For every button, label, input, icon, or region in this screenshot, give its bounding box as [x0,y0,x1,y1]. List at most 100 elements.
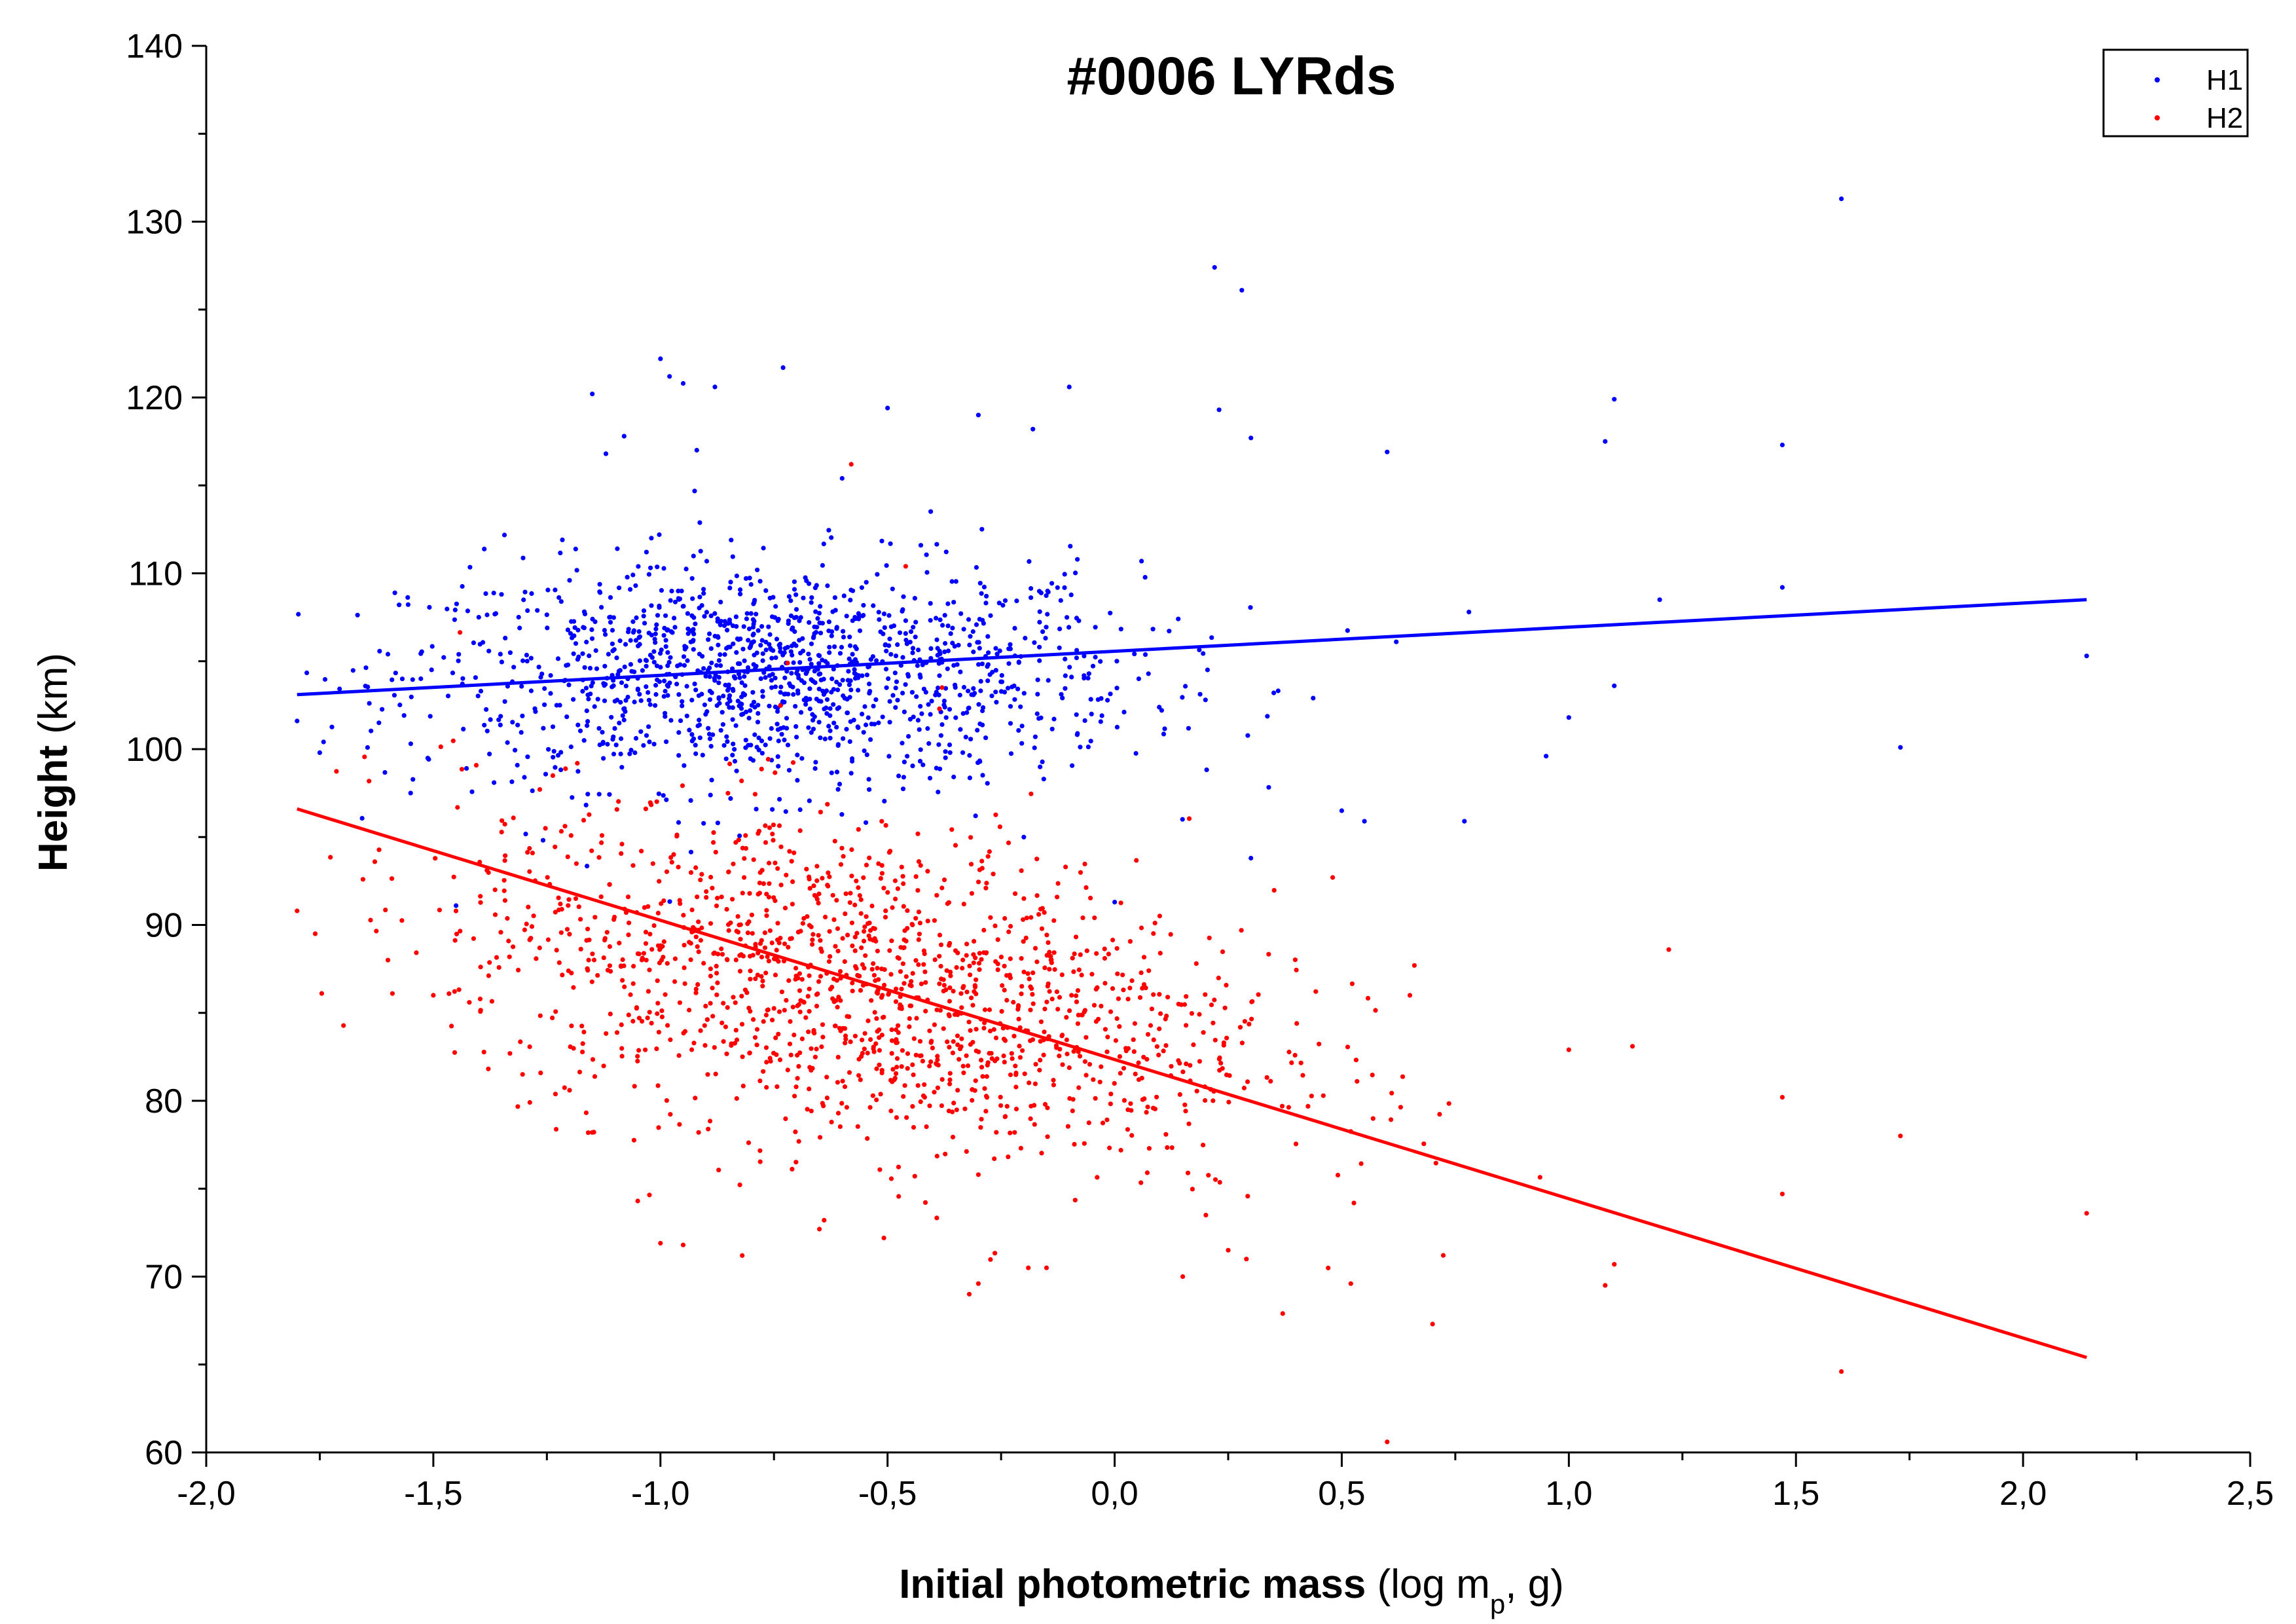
data-point [646,904,651,909]
data-point [519,684,524,689]
data-point [478,1008,483,1013]
data-point [771,895,776,900]
data-point [1157,1026,1162,1031]
data-point [587,812,592,817]
data-point [887,948,892,953]
data-point [826,528,831,533]
data-point [654,663,660,669]
data-point [1018,704,1023,709]
data-point [737,833,742,838]
data-point [645,1015,650,1020]
data-point [523,832,528,837]
data-point [831,917,837,922]
data-point [663,688,668,694]
data-point [764,1084,769,1090]
data-point [896,1164,902,1170]
data-point [1046,981,1051,986]
data-point [764,1060,769,1065]
data-point [718,663,723,669]
data-point [647,1192,652,1198]
data-point [953,948,958,953]
data-point [592,1074,598,1079]
data-point [702,1023,707,1028]
data-point [999,1008,1004,1014]
data-point [567,578,572,583]
data-point [861,602,866,608]
data-point [1013,1070,1019,1076]
data-point [621,717,627,723]
data-point [1048,957,1053,963]
data-point [936,742,941,747]
data-point [1008,1130,1013,1135]
data-point [578,917,583,922]
data-point [718,728,723,733]
data-point [724,907,729,912]
data-point [976,662,981,667]
data-point [1218,1061,1224,1066]
data-point [1239,928,1244,933]
data-point [1298,1060,1303,1065]
x-axis-title-sub: p [1490,1589,1505,1619]
data-point [380,707,385,712]
data-point [1095,1175,1100,1180]
data-point [754,807,759,812]
data-point [873,1041,879,1046]
data-point [1000,983,1005,988]
data-point [823,914,828,919]
data-point [733,614,738,619]
data-point [989,693,994,699]
data-point [1016,660,1021,665]
data-point [543,771,549,777]
data-point [868,737,873,742]
data-point [1222,1005,1228,1010]
data-point [567,932,572,937]
data-point [678,718,683,724]
data-point [1157,951,1163,956]
data-point [875,965,880,971]
data-point [498,714,503,719]
data-point [1106,951,1111,957]
data-point [638,729,644,734]
data-point [862,965,867,970]
data-point [874,1066,879,1071]
data-point [1114,659,1120,664]
data-point [782,737,787,743]
data-point [627,751,632,756]
data-point [664,797,669,802]
data-point [553,844,558,849]
data-point [927,1103,932,1109]
data-point [1006,840,1011,845]
data-point [377,648,382,654]
data-point [649,655,655,660]
data-point [698,938,703,943]
data-point [657,532,662,538]
data-point [979,866,985,871]
data-point [1042,1101,1048,1107]
data-point [753,976,758,982]
data-point [917,931,922,936]
data-point [1203,1098,1208,1103]
data-point [1157,991,1162,997]
data-point [296,612,301,617]
data-point [1075,1021,1080,1026]
data-point [643,657,649,663]
data-point [1201,1143,1206,1148]
data-point [1067,1008,1072,1013]
data-point [1300,1073,1305,1078]
data-point [920,662,925,667]
data-point [701,587,706,592]
data-point [693,743,698,748]
data-point [608,595,613,600]
data-point [759,766,764,771]
data-point [776,738,781,744]
data-point [975,1172,981,1177]
data-point [883,915,888,920]
data-point [763,588,769,593]
data-point [1326,1265,1331,1270]
data-point [798,615,803,620]
data-point [806,1029,811,1035]
data-point [1105,1035,1110,1040]
data-point [945,623,951,629]
data-point [822,707,827,712]
